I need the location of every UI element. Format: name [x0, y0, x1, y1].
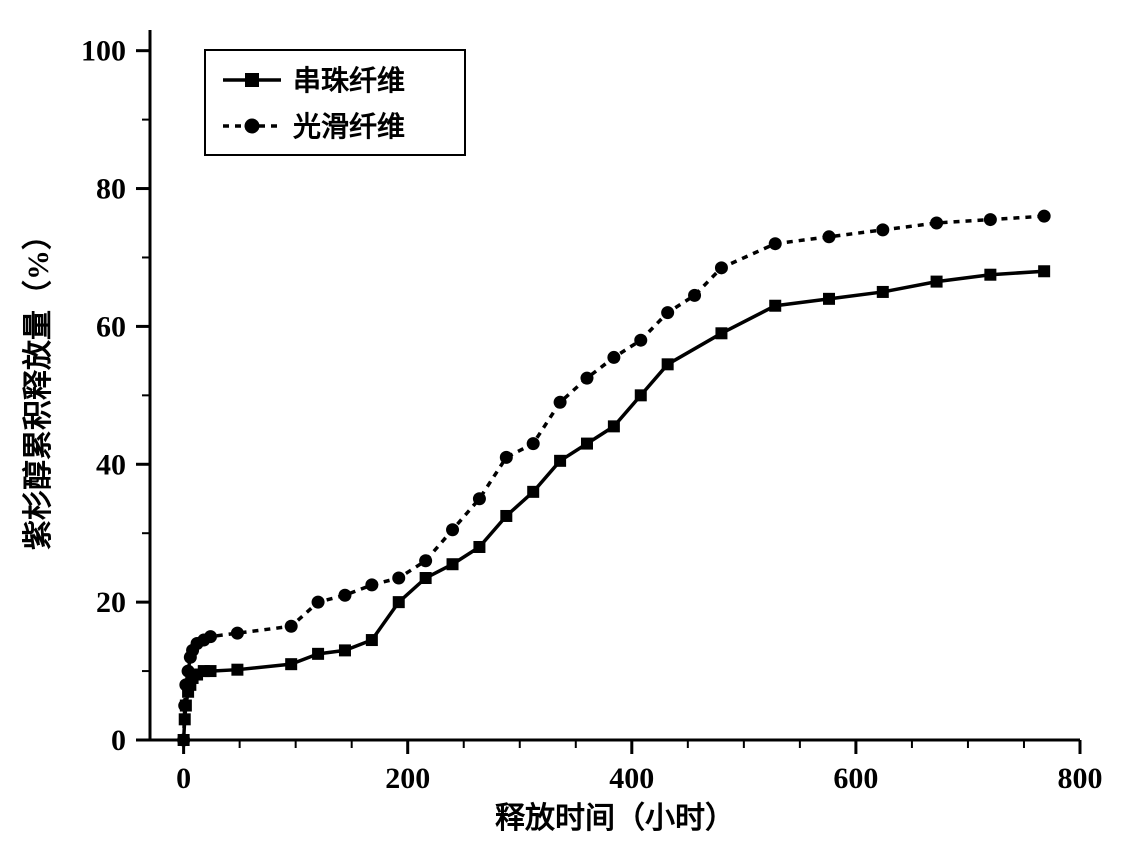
x-tick-label: 800 [1058, 762, 1103, 795]
legend-label-smooth: 光滑纤维 [292, 111, 405, 143]
x-tick-label: 600 [833, 762, 878, 795]
y-tick-label: 60 [96, 310, 126, 343]
x-tick-label: 400 [609, 762, 654, 795]
release-chart: 0 200 400 600 800 0 20 40 60 80 100 释放时间（小时） 紫杉醇累积释放… [0, 0, 1134, 865]
legend-label-beaded: 串珠纤维 [293, 65, 405, 97]
x-axis-label: 释放时间（小时） [495, 801, 735, 835]
y-tick-label: 0 [111, 724, 126, 757]
y-tick-label: 100 [81, 35, 126, 68]
chart-container: 0 200 400 600 800 0 20 40 60 80 100 释放时间（小时） 紫杉醇累积释放… [0, 0, 1134, 865]
y-axis-label: 紫杉醇累积释放量（%） [21, 220, 55, 550]
y-tick-label: 40 [96, 448, 126, 481]
y-tick-label: 80 [96, 173, 126, 206]
x-tick-label: 200 [385, 762, 430, 795]
y-tick-label: 20 [96, 586, 126, 619]
x-tick-label: 0 [176, 762, 191, 795]
